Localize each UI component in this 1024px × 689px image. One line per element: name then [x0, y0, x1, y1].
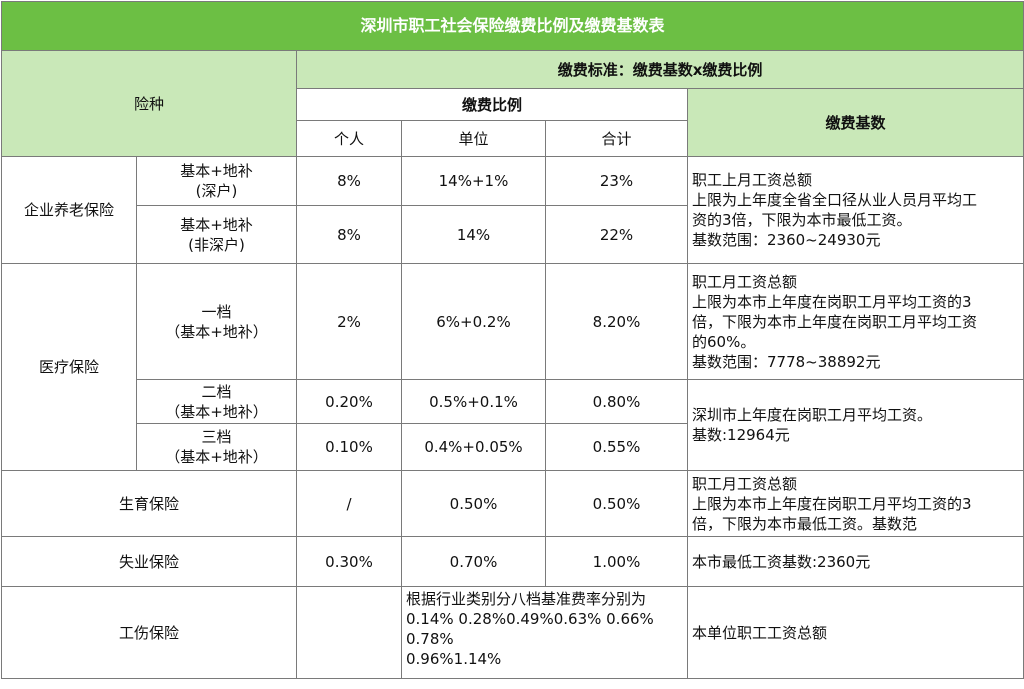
base-line: 基数:12964元 — [692, 426, 790, 444]
maternity-total: 0.50% — [545, 470, 688, 537]
base-line: 基数范围：7778~38892元 — [692, 352, 881, 371]
pension-total-1: 23% — [545, 156, 688, 206]
pension-sub-1: 基本+地补 (深户) — [136, 156, 297, 206]
table-row: 医疗保险 一档 （基本+地补） 2% 6%+0.2% 8.20% 职工月工资总额… — [1, 263, 1024, 471]
base-line: 深圳市上年度在岗职工月平均工资。 — [692, 406, 933, 424]
medical-personal-2: 0.20% — [296, 379, 402, 424]
sub-line: 二档 — [201, 382, 232, 401]
sub-line: (深户) — [195, 182, 238, 200]
table-row: 基本+地补 (非深户) 8% 14% 22% — [2, 205, 1024, 264]
pension-company-2: 14% — [401, 205, 546, 264]
pension-total-2: 22% — [545, 205, 688, 264]
unemployment-base: 本市最低工资基数:2360元 — [686, 536, 1024, 587]
base-line: 倍，下限为本市最低工资。基数范 — [692, 514, 918, 533]
unemployment-name: 失业保险 — [1, 536, 297, 587]
rate-line: 根据行业类别分八档基准费率分别为 — [406, 590, 647, 608]
base-line: 职工上月工资总额 — [692, 171, 813, 189]
sub-line: （基本+地补） — [165, 402, 268, 421]
medical-company-2: 0.5%+0.1% — [401, 379, 546, 424]
base-line: 的60%。 — [692, 332, 756, 351]
medical-total-2: 0.80% — [545, 379, 688, 424]
pension-company-1: 14%+1% — [401, 156, 546, 206]
rate-line: 0.96%1.14% — [406, 650, 502, 668]
medical-name: 医疗保险 — [1, 263, 137, 471]
medical-base-2: 深圳市上年度在岗职工月平均工资。 基数:12964元 — [686, 379, 1024, 471]
base-line: 上限为本市上年度在岗职工月平均工资的3 — [692, 292, 972, 311]
rate-line: 0.78% — [406, 630, 454, 648]
table-row: 生育保险 / 0.50% 0.50% 职工月工资总额 上限为本市上年度在岗职工月… — [1, 470, 1024, 537]
sub-line: 三档 — [201, 428, 232, 446]
injury-name: 工伤保险 — [1, 586, 297, 679]
medical-total-1: 8.20% — [545, 263, 688, 380]
maternity-name: 生育保险 — [1, 470, 297, 537]
medical-company-1: 6%+0.2% — [401, 263, 546, 380]
table-row: 工伤保险 根据行业类别分八档基准费率分别为 0.14% 0.28%0.49%0.… — [1, 586, 1024, 679]
rate-line: 0.14% 0.28%0.49%0.63% 0.66% — [406, 610, 654, 628]
table-row: 二档 （基本+地补） 0.20% 0.5%+0.1% 0.80% 深圳市上年度在… — [2, 379, 1024, 471]
sub-line: （基本+地补） — [165, 448, 268, 466]
maternity-base: 职工月工资总额 上限为本市上年度在岗职工月平均工资的3 倍，下限为本市最低工资。… — [686, 470, 1024, 537]
pension-sub-2: 基本+地补 (非深户) — [136, 205, 297, 264]
base-line: 资的3倍，下限为本市最低工资。 — [692, 211, 912, 229]
unemployment-total: 1.00% — [545, 536, 688, 587]
table-row: 失业保险 0.30% 0.70% 1.00% 本市最低工资基数:2360元 — [1, 536, 1024, 587]
table-title: 深圳市职工社会保险缴费比例及缴费基数表 — [0, 1, 1024, 51]
medical-sub-2: 二档 （基本+地补） — [136, 379, 297, 424]
maternity-company: 0.50% — [401, 470, 546, 537]
maternity-personal: / — [296, 470, 402, 537]
base-line: 基数范围：2360~24930元 — [692, 231, 881, 249]
medical-personal-1: 2% — [296, 263, 402, 380]
base-line: 上限为上年度全省全口径从业人员月平均工 — [692, 191, 978, 209]
injury-rates: 根据行业类别分八档基准费率分别为 0.14% 0.28%0.49%0.63% 0… — [401, 586, 688, 679]
table-row: 企业养老保险 基本+地补 (深户) 8% 14%+1% 23% 职工上月工资总额… — [1, 156, 1024, 264]
sub-line: 基本+地补 — [180, 215, 253, 234]
header-insurance-type: 险种 — [1, 50, 297, 157]
pension-personal-2: 8% — [296, 205, 402, 264]
sub-line: (非深户) — [188, 235, 245, 254]
header-total: 合计 — [545, 120, 688, 157]
medical-personal-3: 0.10% — [296, 423, 402, 471]
header-personal: 个人 — [296, 120, 402, 157]
sub-line: 一档 — [201, 302, 232, 321]
injury-personal — [296, 586, 402, 679]
pension-personal-1: 8% — [296, 156, 402, 206]
header-payment-base: 缴费基数 — [686, 88, 1024, 157]
medical-sub-1: 一档 （基本+地补） — [136, 263, 297, 380]
unemployment-company: 0.70% — [401, 536, 546, 587]
table-row: 三档 （基本+地补） 0.10% 0.4%+0.05% 0.55% — [2, 423, 1024, 471]
medical-base-1: 职工月工资总额 上限为本市上年度在岗职工月平均工资的3 倍，下限为本市上年度在岗… — [686, 263, 1024, 380]
sub-line: （基本+地补） — [165, 322, 268, 341]
base-line: 倍，下限为本市上年度在岗职工月平均工资 — [692, 312, 978, 331]
pension-base: 职工上月工资总额 上限为上年度全省全口径从业人员月平均工 资的3倍，下限为本市最… — [686, 156, 1024, 264]
medical-company-3: 0.4%+0.05% — [401, 423, 546, 471]
unemployment-personal: 0.30% — [296, 536, 402, 587]
header-payment-ratio: 缴费比例 — [296, 88, 688, 121]
injury-base: 本单位职工工资总额 — [686, 586, 1024, 679]
sub-line: 基本+地补 — [180, 162, 253, 180]
medical-sub-3: 三档 （基本+地补） — [136, 423, 297, 471]
header-payment-standard: 缴费标准：缴费基数x缴费比例 — [295, 50, 1024, 89]
medical-total-3: 0.55% — [545, 423, 688, 471]
pension-name: 企业养老保险 — [1, 156, 137, 264]
base-line: 职工月工资总额 — [692, 474, 798, 493]
base-line: 职工月工资总额 — [692, 272, 798, 291]
base-line: 上限为本市上年度在岗职工月平均工资的3 — [692, 494, 972, 513]
header-company: 单位 — [401, 120, 546, 157]
